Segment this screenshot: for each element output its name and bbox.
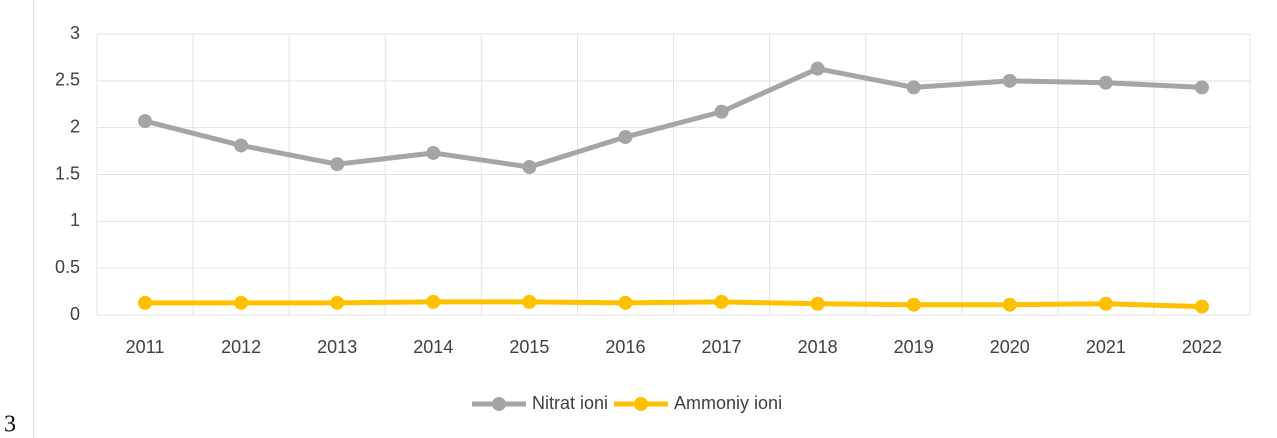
legend-label: Nitrat ioni (532, 393, 608, 413)
chart-frame (33, 0, 1277, 438)
data-point (618, 130, 633, 145)
data-point (330, 295, 345, 310)
x-tick-label: 2017 (702, 337, 742, 357)
data-point (234, 295, 249, 310)
x-tick-label: 2022 (1182, 337, 1222, 357)
data-point (1002, 297, 1017, 312)
data-point (906, 80, 921, 95)
x-tick-label: 2011 (126, 337, 165, 357)
page-mark: 3 (4, 412, 16, 438)
data-point (138, 114, 153, 129)
data-point (1194, 80, 1209, 95)
data-point (810, 61, 825, 76)
data-point (714, 104, 729, 119)
x-tick-label: 2015 (509, 337, 549, 357)
y-tick-label: 2 (70, 116, 80, 136)
data-point (1098, 75, 1113, 90)
series-line (144, 66, 1203, 170)
data-point (714, 294, 729, 309)
y-tick-label: 1 (70, 210, 80, 230)
y-tick-label: 3 (70, 23, 80, 43)
legend-swatch-dot (634, 397, 649, 411)
data-point (234, 138, 249, 153)
x-tick-label: 2021 (1086, 337, 1126, 357)
legend-label: Ammoniy ioni (674, 393, 782, 413)
y-tick-label: 0 (70, 304, 80, 324)
y-tick-label: 0.5 (55, 257, 80, 277)
x-tick-label: 2019 (894, 337, 934, 357)
y-tick-label: 1.5 (55, 163, 80, 183)
x-tick-label: 2020 (990, 337, 1030, 357)
data-point (1194, 299, 1209, 314)
data-point (330, 157, 345, 172)
x-tick-label: 2014 (413, 337, 453, 357)
data-point (810, 296, 825, 311)
data-point (906, 297, 921, 312)
legend-swatch-dot (492, 397, 506, 411)
data-point (426, 294, 441, 309)
x-tick-label: 2016 (605, 337, 645, 357)
data-point (522, 160, 537, 175)
data-point (618, 295, 633, 310)
x-tick-label: 2013 (317, 337, 357, 357)
data-point (426, 145, 441, 160)
x-tick-label: 2012 (221, 337, 261, 357)
series-line (145, 299, 1203, 310)
data-point (1002, 73, 1017, 88)
data-point (1098, 296, 1113, 311)
data-point (522, 294, 537, 309)
x-tick-label: 2018 (798, 337, 838, 357)
data-point (138, 295, 153, 310)
y-tick-label: 2.5 (55, 70, 80, 90)
